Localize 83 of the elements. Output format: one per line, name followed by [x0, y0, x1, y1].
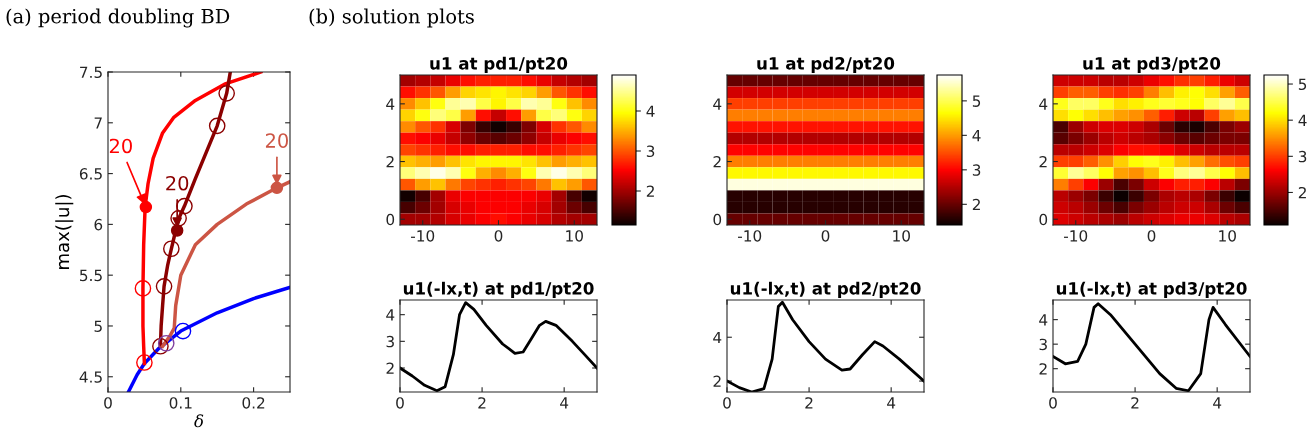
point — [152, 337, 169, 355]
y-tick-label: 2 — [713, 156, 721, 168]
x-tick-label: 0 — [396, 397, 404, 409]
point — [136, 354, 153, 371]
y-tick-label: 3 — [1039, 338, 1047, 351]
color-bar-label: 4 — [1298, 114, 1307, 126]
point — [157, 334, 175, 352]
color-bar-label: 5 — [1298, 78, 1307, 91]
x-tick-label: 0 — [494, 230, 503, 242]
y-tick-label: 3 — [386, 335, 394, 348]
chart-title: u1(-lx,t) at pd1/pt20 — [403, 281, 594, 298]
point — [208, 117, 226, 135]
y-tick-label: 4 — [713, 331, 722, 344]
y-tick-label: 6 — [94, 218, 103, 231]
x-tick-label: 0 — [723, 397, 731, 409]
line-series — [1053, 302, 1250, 392]
y-tick-label: 7 — [94, 117, 102, 129]
x-tick-label: 0 — [821, 230, 830, 242]
point — [174, 322, 192, 340]
x-tick-label: 2 — [805, 397, 813, 409]
annotation: 20 — [166, 175, 189, 191]
x-tick-label: 0 — [1049, 397, 1057, 409]
color-bar-label: 2 — [646, 185, 654, 197]
y-tick-label: 4 — [1039, 98, 1048, 110]
annotation: 20 — [109, 138, 132, 154]
x-axis-title: δ — [194, 414, 204, 428]
color-bar-label: 5 — [972, 95, 981, 107]
y-tick-label: 2 — [1039, 156, 1047, 168]
color-bar-label: 2 — [1298, 186, 1306, 199]
x-tick-label: 0 — [1147, 230, 1156, 242]
y-tick-label: 6.5 — [79, 168, 102, 180]
y-tick-label: 0 — [713, 213, 722, 226]
y-tick-label: 4.5 — [79, 371, 102, 383]
y-tick-label: 2 — [386, 156, 394, 168]
point — [163, 240, 180, 258]
y-tick-label: 2 — [1039, 363, 1047, 375]
y-tick-label: 7.5 — [80, 66, 102, 79]
y-tick-label: 4 — [386, 98, 395, 110]
point — [218, 84, 235, 102]
x-tick-label: 10 — [893, 230, 910, 242]
x-tick-label: 4 — [1213, 397, 1222, 409]
x-tick-label: -10 — [411, 230, 435, 242]
x-tick-label: 2 — [1131, 397, 1139, 409]
annotation: 20 — [265, 133, 288, 148]
chart-title: u1 at pd1/pt20 — [430, 56, 568, 73]
x-tick-label: 0.1 — [169, 397, 192, 409]
color-bar-label: 4 — [646, 105, 655, 117]
chart-title: u1(-lx,t) at pd2/pt20 — [730, 281, 921, 298]
x-tick-label: 10 — [1219, 230, 1236, 242]
y-tick-label: 2 — [386, 362, 394, 374]
point — [176, 197, 193, 215]
x-tick-label: 2 — [478, 397, 486, 409]
color-bar-label: 3 — [1298, 150, 1307, 163]
chart-title: (a) period doubling BD — [6, 8, 230, 28]
point — [170, 209, 187, 227]
color-bar-label: 3 — [972, 164, 981, 176]
y-tick-label: 2 — [713, 375, 721, 387]
x-tick-label: 10 — [566, 230, 583, 242]
chart-title: u1 at pd2/pt20 — [757, 56, 895, 73]
color-bar-label: 3 — [646, 145, 655, 158]
line-series — [400, 301, 597, 392]
point — [155, 278, 173, 295]
x-tick-label: 0 — [104, 397, 112, 409]
x-tick-label: -10 — [1064, 230, 1088, 242]
y-tick-label: 4 — [713, 98, 722, 110]
y-tick-label: 5.5 — [80, 269, 102, 282]
x-tick-label: -10 — [738, 230, 762, 242]
y-tick-label: 4 — [1039, 314, 1048, 326]
y-tick-label: 0 — [386, 213, 395, 226]
y-tick-label: 5 — [94, 320, 102, 332]
color-bar-label: 2 — [972, 198, 980, 211]
line-series — [727, 300, 924, 392]
chart-title: u1(-lx,t) at pd3/pt20 — [1056, 281, 1247, 298]
y-tick-label: 4 — [386, 309, 395, 321]
x-tick-label: 4 — [887, 397, 896, 409]
x-tick-label: 0.2 — [242, 397, 265, 409]
point — [134, 280, 152, 297]
text: (b) solution plots — [309, 8, 474, 28]
color-bar-label: 4 — [972, 130, 981, 142]
y-tick-label: 0 — [1039, 213, 1048, 226]
y-axis-title: max(|u|) — [55, 195, 74, 269]
x-tick-label: 4 — [560, 397, 569, 409]
chart-title: u1 at pd3/pt20 — [1083, 56, 1221, 73]
